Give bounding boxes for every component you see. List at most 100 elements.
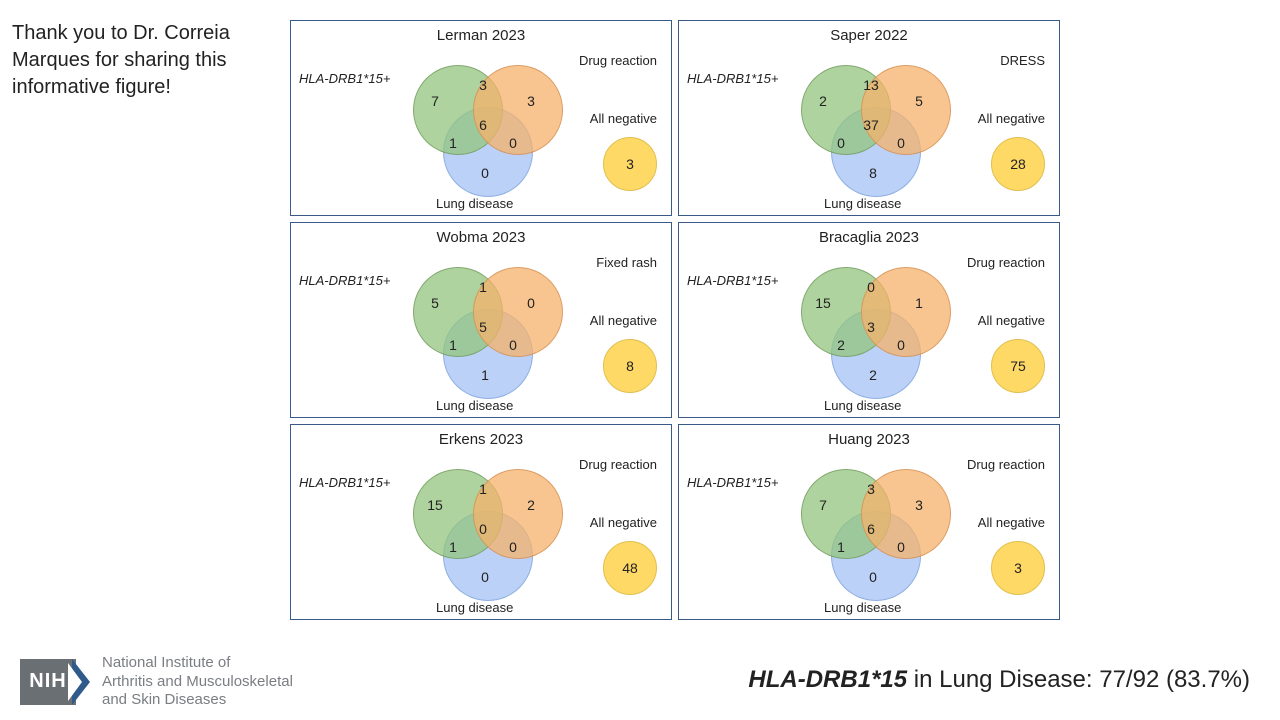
- all-negative-label: All negative: [590, 313, 657, 328]
- lung-label: Lung disease: [824, 196, 901, 211]
- venn-panel: Erkens 2023 HLA-DRB1*15+ Drug reaction All …: [290, 424, 672, 620]
- count-reaction-lung: 0: [889, 135, 913, 151]
- count-hla-reaction: 1: [471, 481, 495, 497]
- venn-panel: Wobma 2023 HLA-DRB1*15+ Fixed rash All nega…: [290, 222, 672, 418]
- nih-logo: NIH: [20, 659, 90, 705]
- all-negative-label: All negative: [978, 111, 1045, 126]
- count-all-three: 0: [471, 521, 495, 537]
- count-reaction-only: 0: [519, 295, 543, 311]
- count-hla-reaction: 0: [859, 279, 883, 295]
- reaction-label: Drug reaction: [967, 255, 1045, 270]
- reaction-label: Drug reaction: [579, 53, 657, 68]
- all-negative-label: All negative: [590, 111, 657, 126]
- count-reaction-lung: 0: [501, 135, 525, 151]
- negative-circle: 8: [603, 339, 657, 393]
- count-hla-only: 15: [423, 497, 447, 513]
- panel-title: Bracaglia 2023: [679, 229, 1059, 246]
- nih-block: NIH National Institute of Arthritis and …: [20, 654, 293, 710]
- nih-line2: Arthritis and Musculoskeletal: [102, 673, 293, 692]
- count-hla-reaction: 13: [859, 77, 883, 93]
- lung-label: Lung disease: [436, 600, 513, 615]
- footer: NIH National Institute of Arthritis and …: [0, 640, 1280, 720]
- venn-panel: Huang 2023 HLA-DRB1*15+ Drug reaction All n…: [678, 424, 1060, 620]
- hla-label: HLA-DRB1*15+: [299, 273, 390, 288]
- count-hla-lung: 1: [441, 539, 465, 555]
- count-lung-only: 8: [861, 165, 885, 181]
- count-reaction-only: 5: [907, 93, 931, 109]
- all-negative-label: All negative: [978, 515, 1045, 530]
- reaction-label: DRESS: [1000, 53, 1045, 68]
- count-hla-reaction: 1: [471, 279, 495, 295]
- panel-title: Erkens 2023: [291, 431, 671, 448]
- venn-diagram: 7303106: [401, 49, 581, 209]
- count-reaction-only: 3: [519, 93, 543, 109]
- slide: Thank you to Dr. Correia Marques for sha…: [0, 0, 1280, 720]
- venn-diagram: 7303106: [789, 453, 969, 613]
- panel-title: Wobma 2023: [291, 229, 671, 246]
- negative-circle: 3: [991, 541, 1045, 595]
- count-all-three: 3: [859, 319, 883, 335]
- hla-label: HLA-DRB1*15+: [687, 273, 778, 288]
- count-all-three: 37: [859, 117, 883, 133]
- summary-stat: HLA-DRB1*15 in Lung Disease: 77/92 (83.7…: [748, 666, 1250, 694]
- count-hla-reaction: 3: [471, 77, 495, 93]
- venn-panel: Lerman 2023 HLA-DRB1*15+ Drug reaction All …: [290, 20, 672, 216]
- count-reaction-only: 1: [907, 295, 931, 311]
- gene-name: HLA-DRB1*15: [748, 666, 907, 693]
- count-reaction-lung: 0: [889, 539, 913, 555]
- hla-label: HLA-DRB1*15+: [687, 475, 778, 490]
- negative-circle: 75: [991, 339, 1045, 393]
- venn-panel: Saper 2022 HLA-DRB1*15+ DRESS All negative 2…: [678, 20, 1060, 216]
- count-hla-lung: 2: [829, 337, 853, 353]
- count-reaction-only: 3: [907, 497, 931, 513]
- venn-diagram: 15120203: [789, 251, 969, 411]
- count-hla-only: 7: [423, 93, 447, 109]
- count-hla-lung: 0: [829, 135, 853, 151]
- count-hla-only: 2: [811, 93, 835, 109]
- thanks-text: Thank you to Dr. Correia Marques for sha…: [12, 20, 272, 101]
- panel-title: Lerman 2023: [291, 27, 671, 44]
- count-lung-only: 0: [473, 569, 497, 585]
- count-hla-reaction: 3: [859, 481, 883, 497]
- count-lung-only: 0: [473, 165, 497, 181]
- reaction-label: Fixed rash: [596, 255, 657, 270]
- count-reaction-lung: 0: [501, 539, 525, 555]
- hla-label: HLA-DRB1*15+: [299, 71, 390, 86]
- lung-label: Lung disease: [824, 600, 901, 615]
- count-lung-only: 1: [473, 367, 497, 383]
- count-all-three: 6: [471, 117, 495, 133]
- count-lung-only: 0: [861, 569, 885, 585]
- hla-label: HLA-DRB1*15+: [299, 475, 390, 490]
- count-hla-only: 5: [423, 295, 447, 311]
- panel-title: Huang 2023: [679, 431, 1059, 448]
- count-hla-lung: 1: [441, 337, 465, 353]
- count-reaction-lung: 0: [889, 337, 913, 353]
- panel-title: Saper 2022: [679, 27, 1059, 44]
- count-all-three: 6: [859, 521, 883, 537]
- hla-label: HLA-DRB1*15+: [687, 71, 778, 86]
- stat-mid: in Lung Disease:: [907, 666, 1099, 693]
- lung-label: Lung disease: [436, 398, 513, 413]
- lung-label: Lung disease: [436, 196, 513, 211]
- count-hla-lung: 1: [829, 539, 853, 555]
- count-all-three: 5: [471, 319, 495, 335]
- nih-institute-name: National Institute of Arthritis and Musc…: [102, 654, 293, 710]
- nih-line3: and Skin Diseases: [102, 691, 293, 710]
- reaction-label: Drug reaction: [967, 457, 1045, 472]
- count-hla-only: 7: [811, 497, 835, 513]
- venn-grid: Lerman 2023 HLA-DRB1*15+ Drug reaction All …: [290, 20, 1060, 620]
- count-hla-lung: 1: [441, 135, 465, 151]
- all-negative-label: All negative: [590, 515, 657, 530]
- stat-value: 77/92 (83.7%): [1099, 666, 1250, 693]
- count-hla-only: 15: [811, 295, 835, 311]
- count-reaction-only: 2: [519, 497, 543, 513]
- count-reaction-lung: 0: [501, 337, 525, 353]
- reaction-label: Drug reaction: [579, 457, 657, 472]
- venn-diagram: 2 5 8 13 0 0 37: [789, 49, 969, 209]
- negative-circle: 48: [603, 541, 657, 595]
- venn-panel: Bracaglia 2023 HLA-DRB1*15+ Drug reaction A…: [678, 222, 1060, 418]
- lung-label: Lung disease: [824, 398, 901, 413]
- negative-circle: 3: [603, 137, 657, 191]
- venn-diagram: 5011105: [401, 251, 581, 411]
- all-negative-label: All negative: [978, 313, 1045, 328]
